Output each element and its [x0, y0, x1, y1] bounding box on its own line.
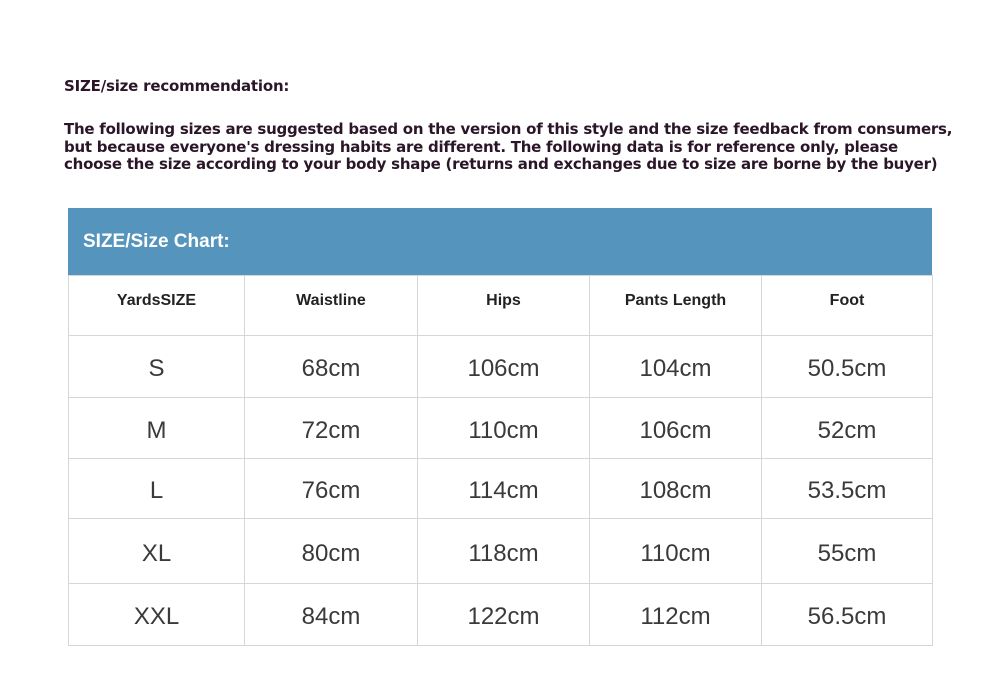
table-cell: 108cm [589, 458, 762, 519]
description: The following sizes are suggested based … [64, 120, 964, 174]
table-cell: 84cm [244, 583, 418, 646]
table-cell: 55cm [761, 518, 933, 584]
table-cell: 68cm [244, 335, 418, 398]
table-row: S 68cm 106cm 104cm 50.5cm [68, 335, 933, 398]
table-cell: 118cm [417, 518, 590, 584]
table-cell: 106cm [417, 335, 590, 398]
size-chart: SIZE/Size Chart: YardsSIZE Waistline Hips P… [68, 208, 933, 646]
table-cell: XXL [68, 583, 245, 646]
table-row: L 76cm 114cm 108cm 53.5cm [68, 458, 933, 519]
table-header-row: YardsSIZE Waistline Hips Pants Length Foot [68, 275, 933, 336]
table-cell: XL [68, 518, 245, 584]
table-cell: M [68, 397, 245, 459]
description-line: choose the size according to your body s… [64, 155, 938, 173]
table-cell: 110cm [589, 518, 762, 584]
table-cell: 50.5cm [761, 335, 933, 398]
column-header: Waistline [244, 275, 418, 336]
table-row: XXL 84cm 122cm 112cm 56.5cm [68, 583, 933, 646]
size-table: YardsSIZE Waistline Hips Pants Length Foot S… [68, 275, 933, 646]
table-cell: S [68, 335, 245, 398]
table-row: M 72cm 110cm 106cm 52cm [68, 397, 933, 459]
size-chart-heading: SIZE/Size Chart: [68, 208, 932, 275]
table-cell: 122cm [417, 583, 590, 646]
column-header: Hips [417, 275, 590, 336]
table-cell: 114cm [417, 458, 590, 519]
table-cell: 80cm [244, 518, 418, 584]
table-cell: 110cm [417, 397, 590, 459]
table-cell: 53.5cm [761, 458, 933, 519]
table-cell: 72cm [244, 397, 418, 459]
table-cell: 104cm [589, 335, 762, 398]
table-cell: L [68, 458, 245, 519]
description-line: The following sizes are suggested based … [64, 120, 953, 138]
description-line: but because everyone's dressing habits a… [64, 137, 898, 156]
column-header: Foot [761, 275, 933, 336]
table-cell: 112cm [589, 583, 762, 646]
table-cell: 106cm [589, 397, 762, 459]
table-row: XL 80cm 118cm 110cm 55cm [68, 518, 933, 584]
table-cell: 52cm [761, 397, 933, 459]
column-header: Pants Length [589, 275, 762, 336]
table-cell: 76cm [244, 458, 418, 519]
column-header: YardsSIZE [68, 275, 245, 336]
table-cell: 56.5cm [761, 583, 933, 646]
page-title: SIZE/size recommendation: [64, 77, 290, 95]
